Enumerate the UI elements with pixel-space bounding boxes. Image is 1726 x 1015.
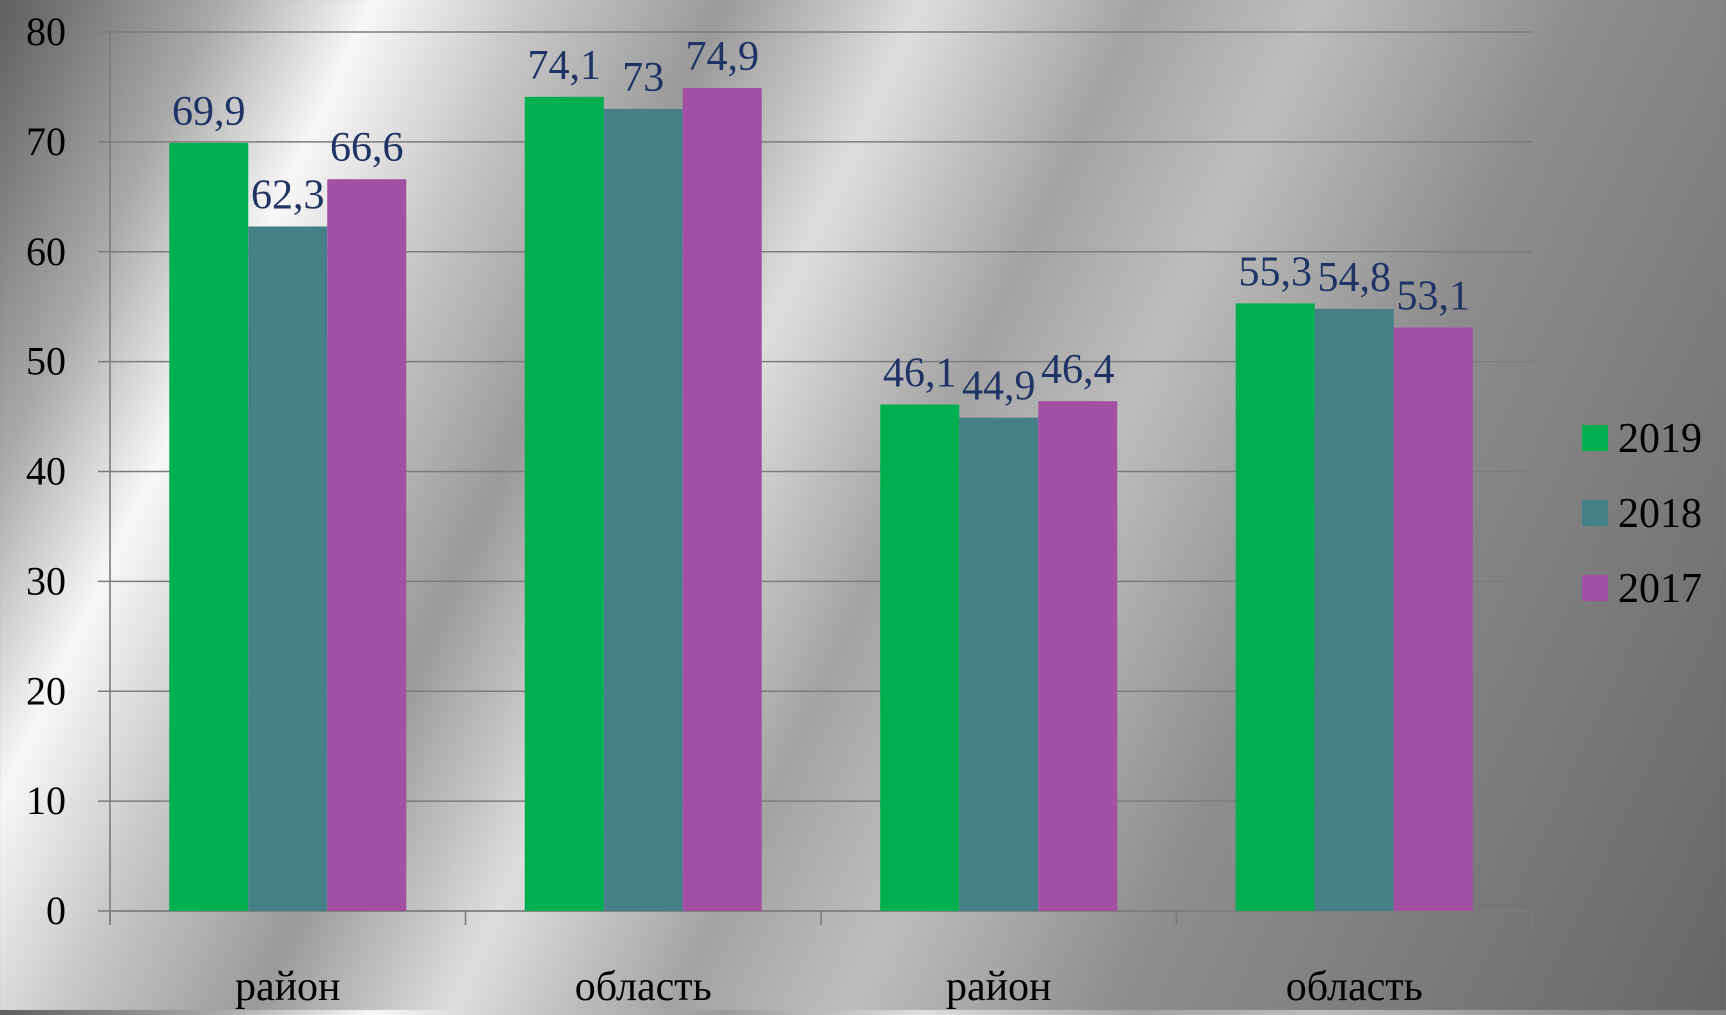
legend-label: 2019 [1618, 416, 1702, 462]
y-tick-label: 10 [26, 778, 66, 823]
y-tick-label: 70 [26, 119, 66, 164]
legend-swatch-2018 [1582, 500, 1608, 526]
bar-2017 [327, 179, 407, 912]
bar-2019 [1235, 303, 1315, 911]
bar-2019 [169, 142, 249, 911]
data-label: 46,1 [883, 350, 957, 396]
x-category-label: область [575, 964, 712, 1010]
data-label: 54,8 [1318, 255, 1392, 301]
y-tick-label: 50 [26, 339, 66, 384]
legend: 2019 2018 2017 [1582, 416, 1702, 612]
legend-label: 2018 [1618, 491, 1702, 537]
bar-2018 [1314, 308, 1394, 911]
data-label: 66,6 [330, 125, 404, 171]
legend-swatch-2019 [1582, 425, 1608, 451]
y-tick-label: 0 [46, 888, 66, 933]
bar-2019 [524, 96, 604, 912]
bar-2017 [1038, 401, 1118, 911]
bar-2017 [682, 88, 762, 911]
legend-label: 2017 [1618, 566, 1702, 612]
y-tick-label: 30 [26, 558, 66, 603]
data-label: 46,4 [1041, 347, 1115, 393]
bar-2018 [959, 417, 1039, 911]
bar-2018 [603, 108, 683, 912]
data-label: 74,1 [528, 43, 602, 89]
y-tick-label: 60 [26, 229, 66, 274]
data-label: 73 [622, 55, 664, 101]
bars [169, 88, 1473, 912]
y-tick-label: 80 [26, 9, 66, 54]
bar-2019 [880, 404, 960, 911]
data-label: 69,9 [172, 89, 246, 135]
data-label: 53,1 [1397, 274, 1471, 320]
bar-2017 [1393, 327, 1473, 912]
data-label: 74,9 [686, 34, 760, 80]
data-label: 44,9 [962, 364, 1036, 410]
data-labels: 69,962,366,6 74,1 73 74,9 46,1 44,9 46,4 55,3 54… [172, 34, 1470, 410]
x-category-label: область [1286, 964, 1423, 1010]
data-label: 55,3 [1239, 249, 1313, 295]
bar-2018 [248, 226, 328, 911]
x-category-label: район [946, 964, 1052, 1010]
data-label: 62,3 [251, 172, 325, 218]
y-tick-label: 20 [26, 668, 66, 713]
legend-swatch-2017 [1582, 575, 1608, 601]
x-category-label: район [235, 964, 341, 1010]
y-tick-label: 40 [26, 449, 66, 494]
axes: 0 10 20 30 40 50 60 70 80 район область район област… [26, 9, 1533, 1010]
